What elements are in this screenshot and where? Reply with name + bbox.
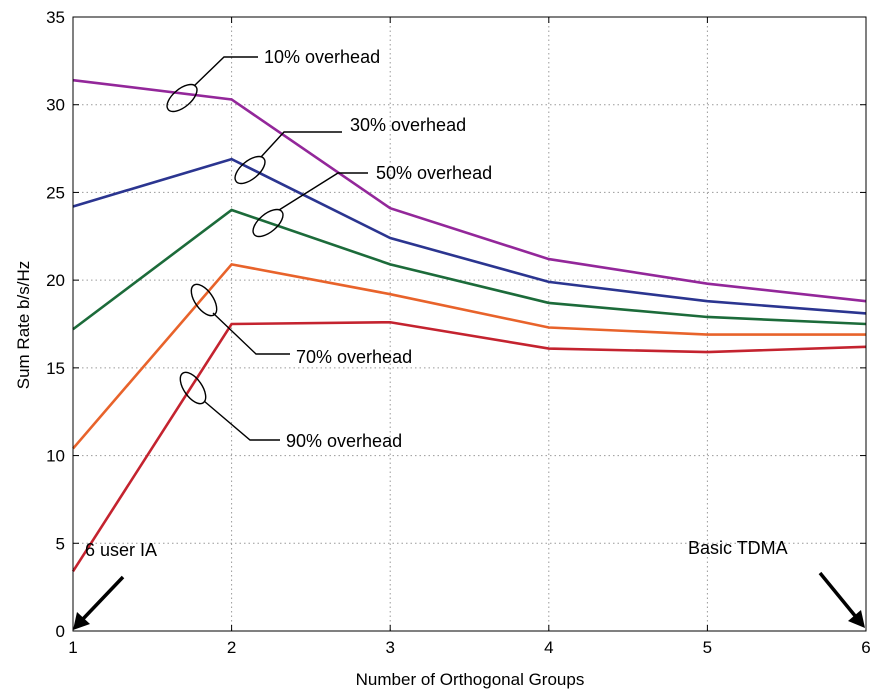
series-lines bbox=[71, 78, 867, 573]
arrow-to-6-user-ia bbox=[73, 575, 125, 630]
callout-leader bbox=[260, 131, 342, 158]
x-tick-label: 2 bbox=[227, 638, 236, 657]
series-label-1: 10% overhead bbox=[264, 47, 380, 67]
x-tick-label: 5 bbox=[703, 638, 712, 657]
annotation-basic-tdma: Basic TDMA bbox=[688, 538, 788, 558]
series-line-2 bbox=[72, 157, 867, 315]
y-tick-label: 35 bbox=[46, 8, 65, 27]
callout-ellipse bbox=[166, 83, 198, 113]
tick-labels: 1 2 3 4 5 6 0 5 10 15 20 25 30 35 bbox=[46, 8, 871, 657]
y-tick-label: 15 bbox=[46, 359, 65, 378]
series-line-4 bbox=[72, 262, 866, 450]
y-tick-label: 30 bbox=[46, 96, 65, 115]
y-axis-title: Sum Rate b/s/Hz bbox=[14, 261, 33, 390]
callout-leader bbox=[203, 400, 280, 441]
callout-ellipse bbox=[252, 208, 284, 238]
series-label-3: 50% overhead bbox=[376, 163, 492, 183]
series-callouts: 10% overhead 30% overhead 50% overhead 70% … bbox=[166, 47, 492, 451]
series-line-5 bbox=[71, 320, 867, 573]
x-tick-label: 3 bbox=[385, 638, 394, 657]
callout-ellipse bbox=[190, 283, 218, 317]
callout-ellipse bbox=[234, 155, 266, 185]
callout-leader bbox=[212, 312, 290, 355]
annotation-6-user-ia: 6 user IA bbox=[85, 540, 157, 560]
x-axis-title: Number of Orthogonal Groups bbox=[356, 670, 585, 689]
x-tick-label: 4 bbox=[544, 638, 553, 657]
plot-frame bbox=[72, 16, 867, 632]
y-tick-label: 20 bbox=[46, 271, 65, 290]
x-tick-label: 1 bbox=[68, 638, 77, 657]
y-tick-label: 0 bbox=[56, 622, 65, 641]
arrow-to-basic-tdma bbox=[818, 571, 865, 628]
series-label-4: 70% overhead bbox=[296, 347, 412, 367]
callout-leader bbox=[278, 172, 368, 211]
callout-ellipse bbox=[179, 371, 207, 405]
y-tick-label: 10 bbox=[46, 447, 65, 466]
series-line-1 bbox=[72, 78, 867, 303]
series-label-5: 90% overhead bbox=[286, 431, 402, 451]
y-tick-label: 5 bbox=[56, 534, 65, 553]
series-line-3 bbox=[72, 208, 867, 331]
series-label-2: 30% overhead bbox=[350, 115, 466, 135]
y-tick-label: 25 bbox=[46, 183, 65, 202]
callout-leader bbox=[193, 56, 258, 87]
x-tick-label: 6 bbox=[861, 638, 870, 657]
